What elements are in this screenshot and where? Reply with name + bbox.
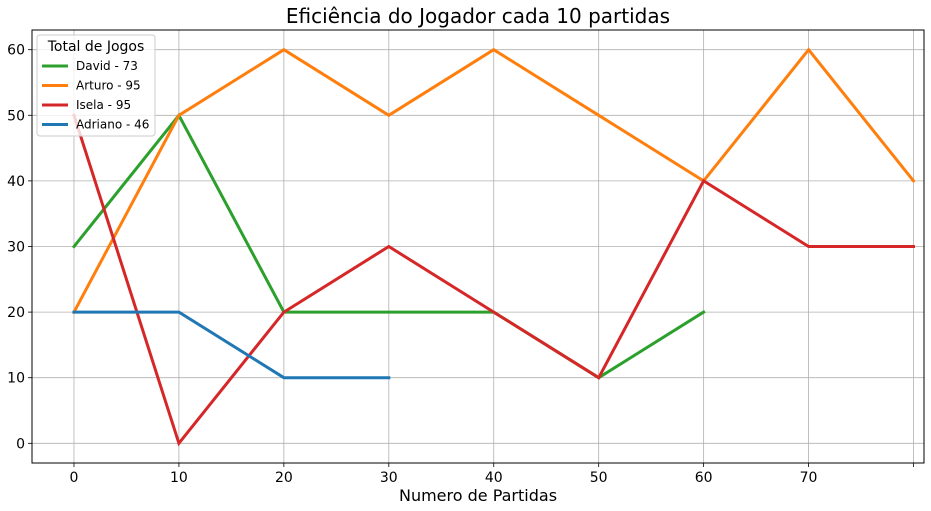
y-tick-label: 30 xyxy=(7,240,25,256)
series-line xyxy=(71,47,916,315)
y-tick-label: 0 xyxy=(16,436,25,452)
legend-label: David - 73 xyxy=(76,59,138,73)
series-line xyxy=(72,310,391,380)
series-line xyxy=(72,113,915,447)
x-tick-label: 40 xyxy=(485,470,503,486)
x-tick-label: 60 xyxy=(695,470,713,486)
chart-title: Eficiência do Jogador cada 10 partidas xyxy=(286,4,670,28)
x-tick-label: 50 xyxy=(590,470,608,486)
legend-items: David - 73 Arturo - 95 Isela - 95 Adriano -… xyxy=(42,59,149,132)
y-tick-label: 20 xyxy=(7,305,25,321)
x-axis-label: Numero de Partidas xyxy=(399,486,557,505)
y-axis: 0 10 20 30 40 50 60 xyxy=(7,43,32,452)
x-tick-label: 10 xyxy=(170,470,188,486)
y-tick-label: 10 xyxy=(7,371,25,387)
legend-title: Total de Jogos xyxy=(47,39,145,55)
y-tick-label: 60 xyxy=(7,43,25,59)
legend-label: Isela - 95 xyxy=(76,98,131,112)
x-tick-label: 30 xyxy=(380,470,398,486)
series-layer xyxy=(71,47,916,447)
x-tick-label: 70 xyxy=(800,470,818,486)
legend-label: Arturo - 95 xyxy=(76,79,141,93)
x-tick-label: 20 xyxy=(275,470,293,486)
y-tick-label: 40 xyxy=(7,174,25,190)
legend-label: Adriano - 46 xyxy=(76,118,149,132)
legend-box xyxy=(36,34,156,137)
legend: Total de Jogos David - 73 Arturo - 95 Isel… xyxy=(36,34,156,137)
x-axis: 0 10 20 30 40 50 60 70 xyxy=(70,463,914,486)
y-tick-label: 50 xyxy=(7,108,25,124)
x-tick-label: 0 xyxy=(70,470,79,486)
